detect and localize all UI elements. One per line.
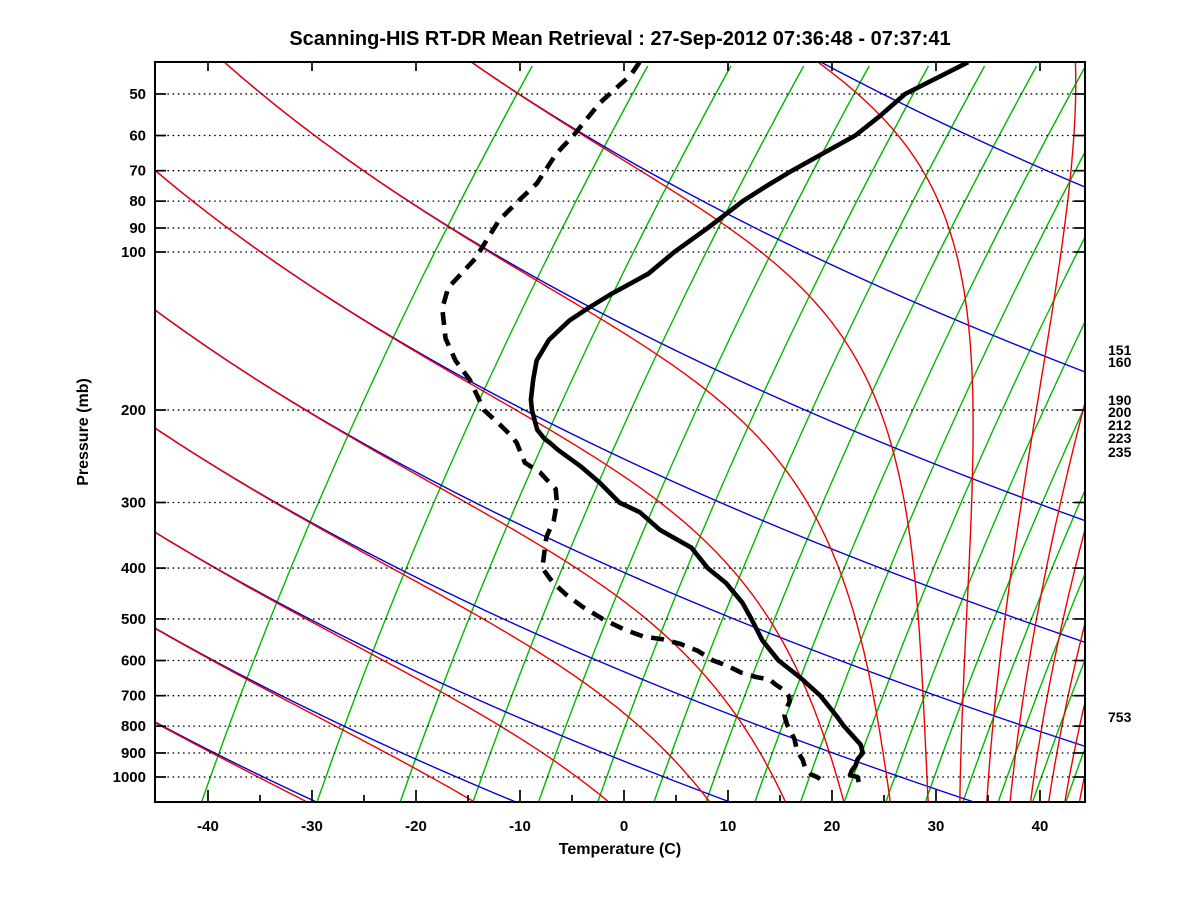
level-label: 160 [1108,354,1132,370]
dewpoint-curve [440,62,822,781]
tick-labels: 5060708090100200300400500600700800900100… [113,86,1049,835]
y-tick-label: 900 [121,745,146,762]
y-tick-label: 400 [121,560,146,577]
level-label: 190 [1108,392,1132,408]
y-tick-label: 700 [121,688,146,705]
temperature-curve [528,62,970,783]
axis-ticks [156,63,1084,801]
x-tick-label: 20 [824,818,841,835]
level-label: 200 [1108,404,1132,420]
level-label: 151 [1108,342,1132,358]
chart-title: Scanning-HIS RT-DR Mean Retrieval : 27-S… [289,28,951,50]
x-tick-label: 30 [928,818,945,835]
background-lines [155,62,1085,802]
level-label: 212 [1108,417,1132,433]
moist-adiabats [155,62,1085,802]
y-tick-label: 100 [121,244,146,261]
level-label: 753 [1108,709,1132,725]
y-tick-label: 90 [129,220,146,237]
y-tick-label: 800 [121,718,146,735]
humidity-lines [200,65,1085,802]
sounding-curves [440,62,970,783]
y-tick-label: 200 [121,402,146,419]
x-tick-label: -10 [509,818,531,835]
x-tick-label: -40 [197,818,219,835]
level-label: 235 [1108,444,1132,460]
y-tick-label: 60 [129,128,146,145]
x-tick-label: 10 [720,818,737,835]
plot-frame [154,61,1086,803]
x-tick-label: 40 [1032,818,1049,835]
x-tick-label: 0 [620,818,628,835]
y-tick-label: 80 [129,193,146,210]
y-tick-label: 500 [121,611,146,628]
y-tick-label: 1000 [113,769,146,786]
dry-adiabats [155,62,1085,802]
x-tick-label: -30 [301,818,323,835]
level-label: 223 [1108,430,1132,446]
y-tick-label: 300 [121,494,146,511]
x-axis-label: Temperature (C) [558,841,682,858]
y-tick-label: 50 [129,86,146,103]
y-tick-label: 70 [129,163,146,180]
x-tick-label: -20 [405,818,427,835]
y-tick-label: 600 [121,653,146,670]
